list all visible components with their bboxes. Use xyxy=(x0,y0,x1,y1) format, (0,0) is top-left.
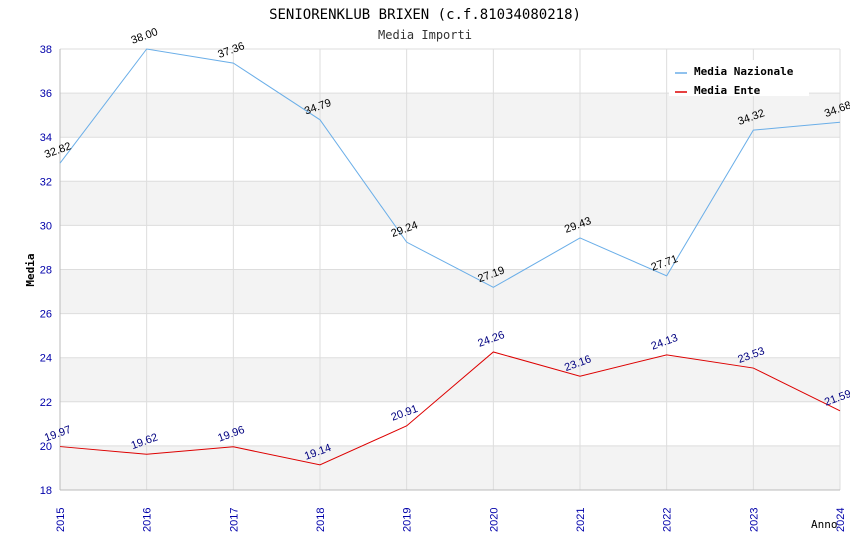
data-label: 38.00 xyxy=(130,26,160,47)
data-label: 24.13 xyxy=(650,332,680,353)
data-label: 19.97 xyxy=(43,424,73,445)
x-tick-label: 2017 xyxy=(228,508,240,532)
y-tick-label: 36 xyxy=(40,88,52,100)
y-tick-label: 18 xyxy=(40,485,52,497)
x-tick-label: 2015 xyxy=(55,508,67,532)
y-tick-label: 32 xyxy=(40,176,52,188)
x-tick-labels: 2015 2016 2017 2018 2019 2020 2021 2022 2023 2024 xyxy=(55,508,847,532)
y-tick-label: 22 xyxy=(40,397,52,409)
x-tick-label: 2023 xyxy=(748,508,760,532)
series-line-media-nazionale xyxy=(59,48,841,288)
y-tick-label: 20 xyxy=(40,441,52,453)
plot-band xyxy=(60,357,840,402)
y-tick-label: 24 xyxy=(40,353,52,365)
data-label: 19.96 xyxy=(216,424,246,445)
y-tick-labels: 18 20 22 24 26 28 30 32 34 36 38 xyxy=(40,44,52,497)
legend-entry-media-nazionale: Media Nazionale xyxy=(694,65,794,78)
x-tick-label: 2019 xyxy=(402,508,414,532)
data-label: 37.36 xyxy=(216,40,246,61)
legend-entry-media-ente: Media Ente xyxy=(694,84,761,97)
x-tick-label: 2024 xyxy=(835,508,847,532)
legend: Media Nazionale Media Ente xyxy=(669,60,809,97)
legend-box xyxy=(669,60,809,96)
y-tick-label: 34 xyxy=(40,132,52,144)
plot-band xyxy=(60,445,840,490)
y-tick-label: 30 xyxy=(40,220,52,232)
y-axis-label: Media xyxy=(24,253,37,286)
x-tick-label: 2022 xyxy=(662,508,674,532)
y-tick-label: 28 xyxy=(40,265,52,277)
data-label: 24.26 xyxy=(476,329,506,350)
plot-band xyxy=(60,93,840,138)
chart-subtitle: Media Importi xyxy=(378,28,472,42)
x-tick-label: 2016 xyxy=(142,508,154,532)
x-tick-label: 2021 xyxy=(575,508,587,532)
y-tick-label: 38 xyxy=(40,44,52,56)
chart-title: SENIORENKLUB BRIXEN (c.f.81034080218) xyxy=(269,7,581,23)
y-tick-label: 26 xyxy=(40,309,52,321)
series-lines xyxy=(59,48,841,466)
data-label: 20.91 xyxy=(390,403,420,424)
x-axis-label: Anno xyxy=(811,518,838,531)
plot-band xyxy=(60,269,840,314)
plot-band xyxy=(60,181,840,226)
x-tick-label: 2018 xyxy=(315,508,327,532)
plot-background-bands xyxy=(60,93,840,490)
x-tick-label: 2020 xyxy=(488,508,500,532)
series-line-media-ente xyxy=(59,351,841,466)
